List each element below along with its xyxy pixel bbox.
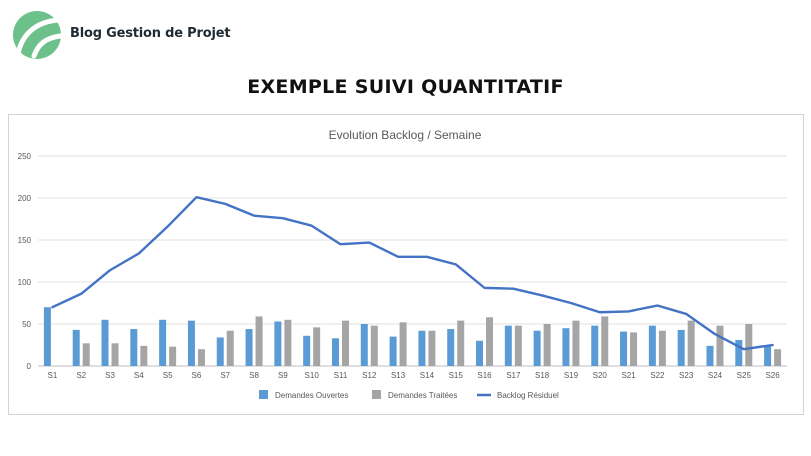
- legend-label-demandes-traitees: Demandes Traitées: [388, 391, 457, 400]
- bar-demandes-traitees: [313, 327, 321, 366]
- x-tick-label: S2: [76, 371, 86, 380]
- x-tick-label: S6: [192, 371, 202, 380]
- x-tick-label: S1: [48, 371, 58, 380]
- bar-demandes-traitees: [284, 319, 292, 366]
- y-tick-label: 0: [27, 362, 32, 371]
- bar-demandes-traitees: [399, 322, 407, 366]
- bar-demandes-ouvertes: [620, 331, 628, 366]
- legend-label-backlog-residuel: Backlog Résiduel: [497, 391, 559, 400]
- bar-demandes-ouvertes: [216, 337, 224, 366]
- bar-demandes-traitees: [745, 324, 753, 366]
- bar-demandes-traitees: [630, 332, 638, 366]
- line-backlog-residuel: [51, 195, 774, 351]
- y-tick-label: 200: [18, 194, 32, 203]
- x-tick-label: S25: [737, 371, 752, 380]
- x-tick-label: S11: [334, 371, 348, 380]
- bar-demandes-ouvertes: [706, 345, 714, 366]
- bar-demandes-traitees: [226, 330, 234, 366]
- bar-demandes-traitees: [774, 349, 782, 366]
- bar-demandes-ouvertes: [303, 335, 311, 366]
- x-tick-label: S9: [278, 371, 288, 380]
- bar-demandes-traitees: [169, 346, 177, 366]
- bar-demandes-ouvertes: [562, 328, 570, 366]
- bar-demandes-ouvertes: [101, 319, 109, 366]
- x-tick-label: S26: [765, 371, 780, 380]
- bar-demandes-ouvertes: [389, 336, 397, 366]
- bar-demandes-traitees: [197, 349, 205, 366]
- x-tick-label: S16: [477, 371, 492, 380]
- bar-demandes-ouvertes: [591, 325, 599, 366]
- brand-name: Blog Gestion de Projet: [70, 26, 231, 41]
- bar-demandes-ouvertes: [159, 319, 167, 366]
- bar-demandes-traitees: [716, 325, 724, 366]
- bar-demandes-traitees: [140, 345, 148, 366]
- bar-demandes-ouvertes: [245, 329, 253, 366]
- x-tick-label: S19: [564, 371, 579, 380]
- x-tick-label: S13: [391, 371, 406, 380]
- y-tick-label: 50: [22, 320, 31, 329]
- bar-demandes-traitees: [82, 343, 90, 366]
- chart-legend: Demandes Ouvertes Demandes Traitées Backlo…: [259, 390, 559, 400]
- bar-demandes-ouvertes: [533, 330, 541, 366]
- bar-demandes-ouvertes: [504, 325, 512, 366]
- x-tick-label: S18: [535, 371, 550, 380]
- bar-demandes-ouvertes: [447, 329, 455, 366]
- bar-demandes-traitees: [514, 325, 522, 366]
- x-tick-label: S14: [420, 371, 435, 380]
- chart-gridlines: [38, 155, 787, 367]
- x-tick-label: S20: [593, 371, 608, 380]
- bar-demandes-traitees: [486, 317, 494, 366]
- bar-demandes-ouvertes: [735, 339, 743, 366]
- bar-demandes-ouvertes: [360, 324, 368, 366]
- bar-demandes-traitees: [341, 320, 349, 366]
- legend-label-demandes-ouvertes: Demandes Ouvertes: [275, 391, 348, 400]
- legend-swatch-demandes-traitees: [372, 390, 381, 399]
- y-tick-label: 250: [18, 152, 32, 161]
- bar-demandes-ouvertes: [648, 325, 656, 366]
- x-tick-label: S12: [362, 371, 377, 380]
- brand-logo: [13, 11, 63, 59]
- y-tick-label: 150: [18, 236, 32, 245]
- bar-demandes-ouvertes: [274, 321, 282, 366]
- x-tick-label: S10: [305, 371, 320, 380]
- bar-demandes-traitees: [457, 320, 465, 366]
- bar-demandes-traitees: [543, 324, 551, 366]
- bar-demandes-traitees: [370, 325, 378, 366]
- bar-demandes-ouvertes: [72, 329, 80, 366]
- x-tick-label: S7: [220, 371, 230, 380]
- bar-demandes-traitees: [601, 316, 609, 366]
- bar-demandes-traitees: [255, 316, 263, 366]
- legend-swatch-demandes-ouvertes: [259, 390, 268, 399]
- bar-demandes-ouvertes: [418, 330, 426, 366]
- x-tick-label: S8: [249, 371, 259, 380]
- bar-demandes-ouvertes: [476, 340, 484, 366]
- x-tick-label: S5: [163, 371, 173, 380]
- page-title: EXEMPLE SUIVI QUANTITATIF: [247, 76, 564, 98]
- bar-demandes-ouvertes: [677, 329, 685, 366]
- bar-demandes-traitees: [658, 330, 666, 366]
- x-tick-label: S15: [449, 371, 464, 380]
- bar-demandes-ouvertes: [43, 307, 51, 366]
- bar-demandes-traitees: [687, 320, 695, 366]
- bar-demandes-ouvertes: [764, 345, 772, 366]
- x-tick-label: S4: [134, 371, 144, 380]
- bar-demandes-ouvertes: [187, 320, 195, 366]
- bar-demandes-ouvertes: [331, 338, 339, 366]
- bar-demandes-traitees: [428, 330, 436, 366]
- x-tick-label: S17: [506, 371, 521, 380]
- x-tick-label: S23: [679, 371, 694, 380]
- chart-line: [51, 195, 774, 351]
- x-tick-label: S22: [650, 371, 665, 380]
- y-tick-label: 100: [18, 278, 32, 287]
- chart-bars: [43, 307, 782, 366]
- chart-title: Evolution Backlog / Semaine: [329, 128, 482, 142]
- bar-demandes-traitees: [111, 343, 119, 366]
- x-tick-label: S21: [621, 371, 636, 380]
- chart-tick-labels: 0 50 100 150 200 250 S1 S2 S3 S4 S5 S6 S7 S8 S9 S10 S11 S…: [18, 152, 781, 380]
- bar-demandes-ouvertes: [130, 329, 138, 366]
- x-tick-label: S24: [708, 371, 723, 380]
- bar-demandes-traitees: [572, 320, 580, 366]
- x-tick-label: S3: [105, 371, 115, 380]
